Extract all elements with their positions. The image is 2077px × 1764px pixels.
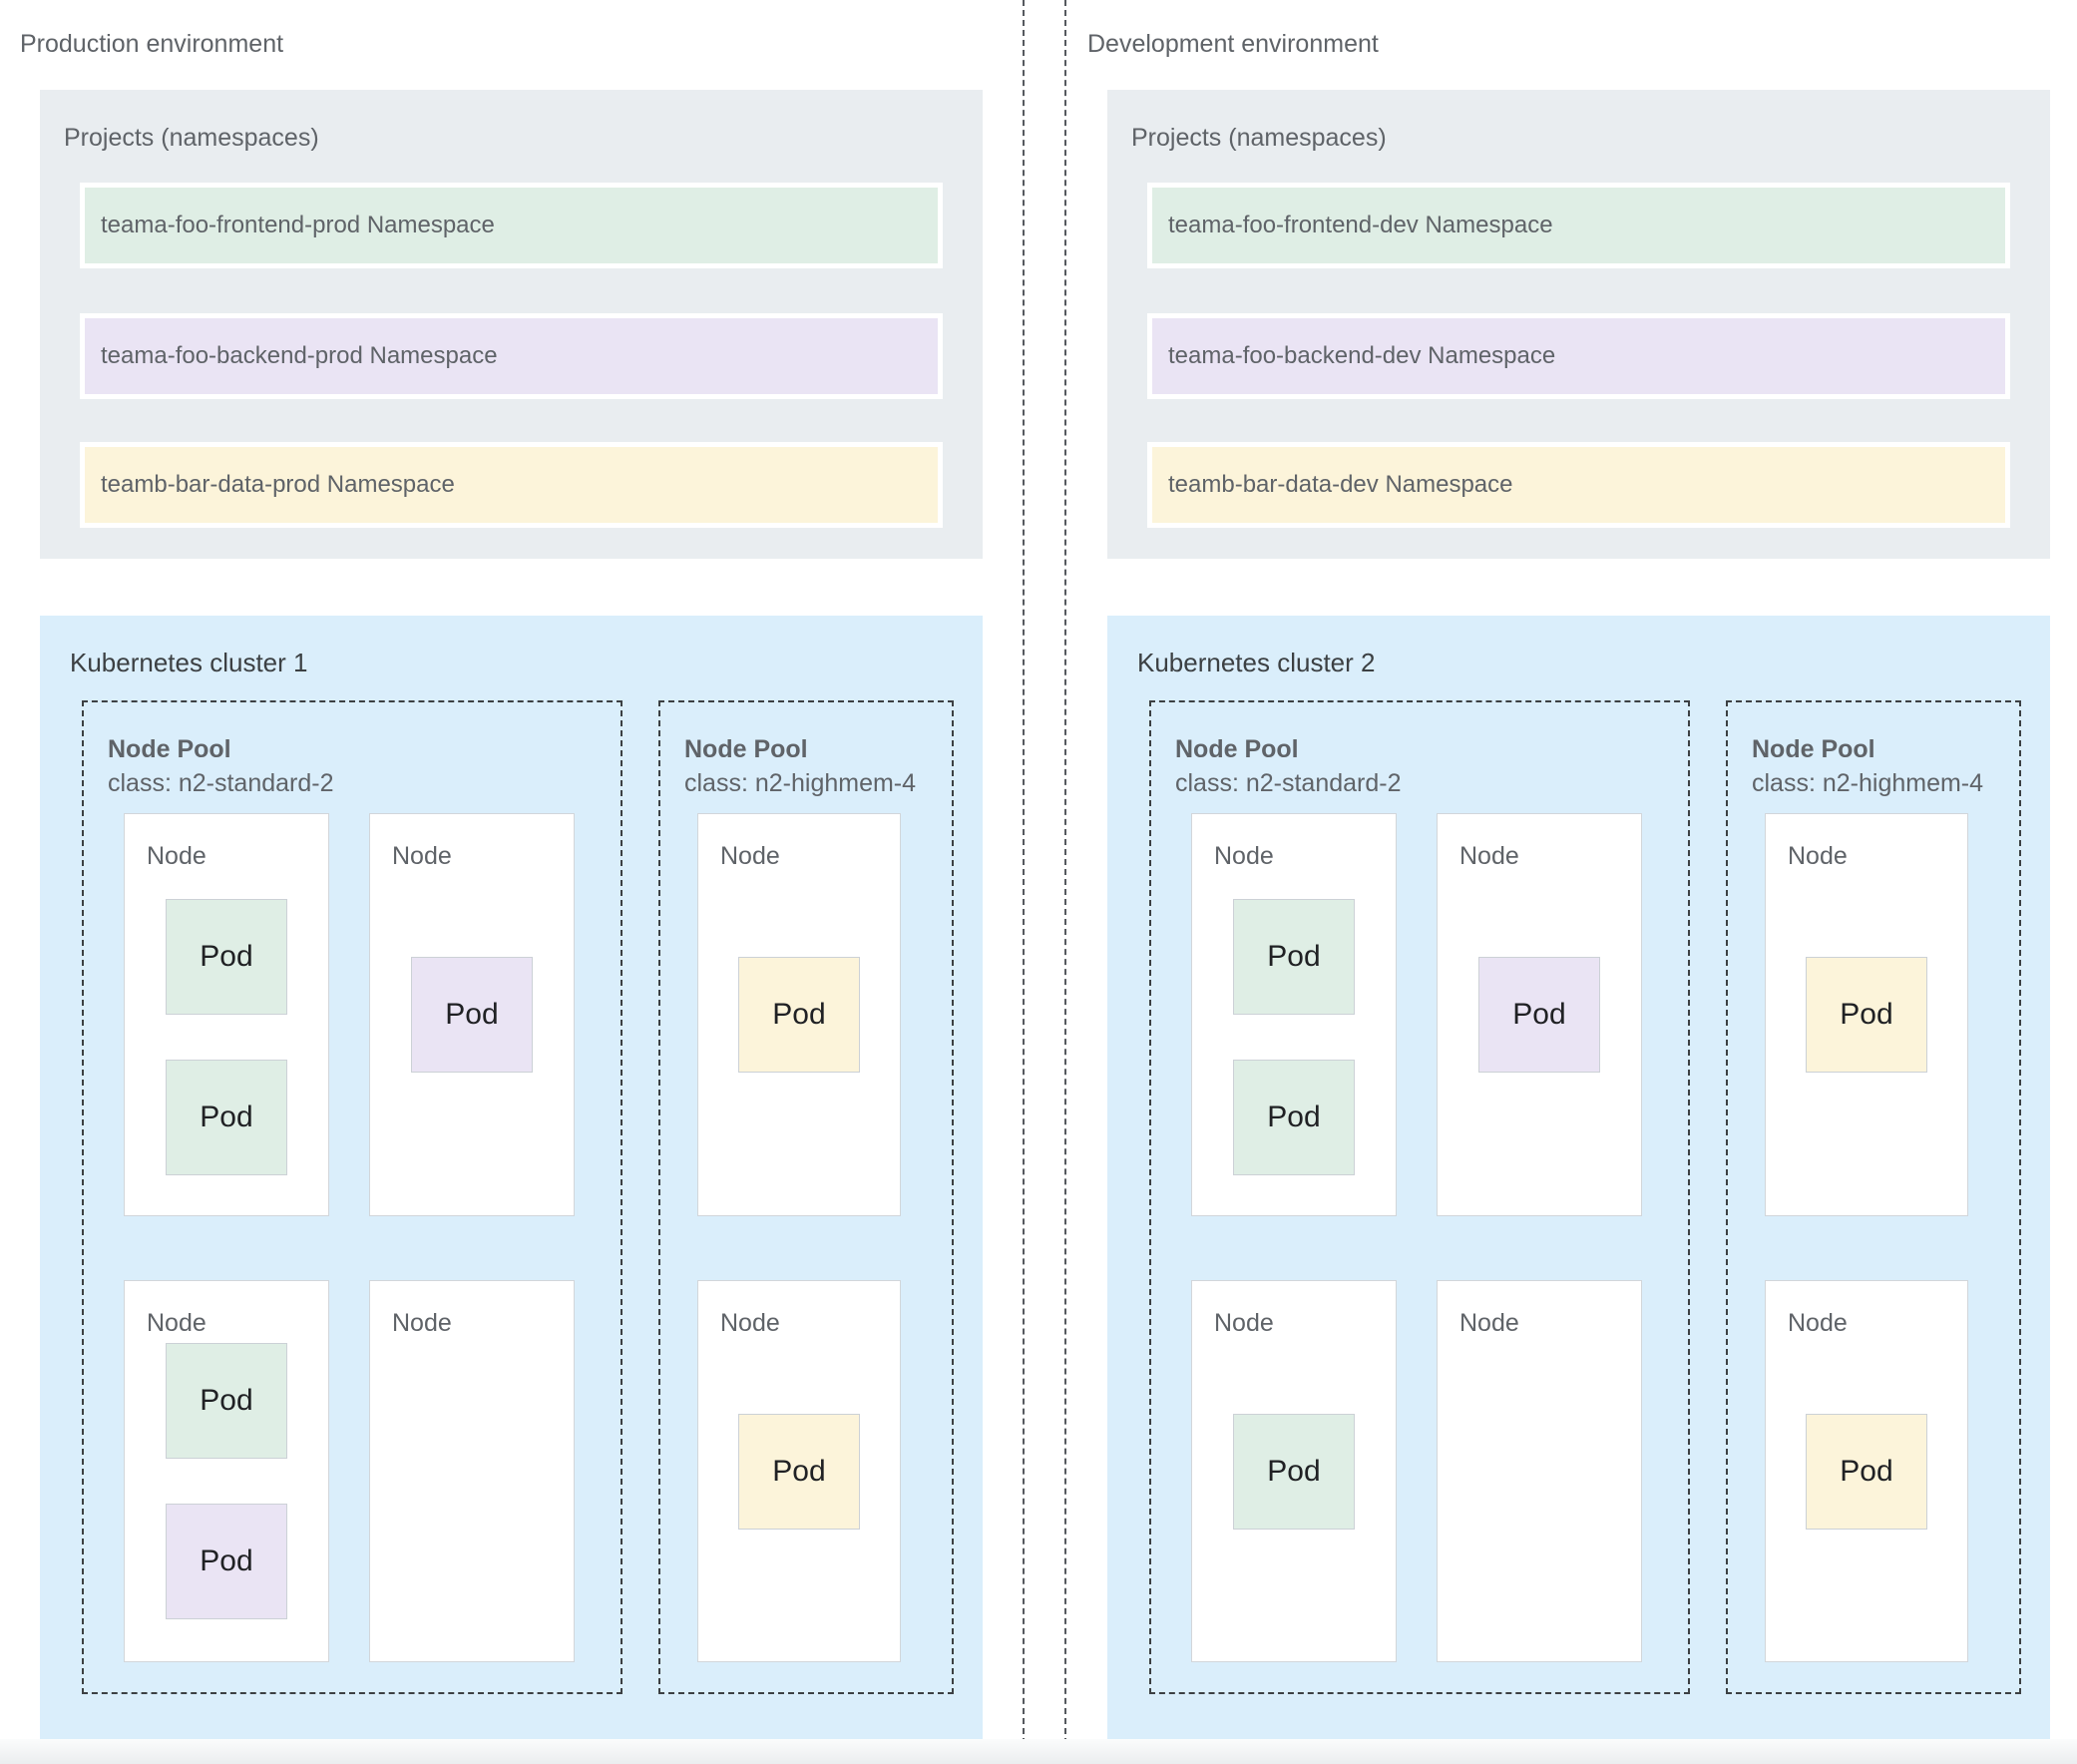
node-label: Node xyxy=(392,842,452,870)
node-label: Node xyxy=(1788,1309,1848,1337)
environment-title: Production environment xyxy=(20,30,284,58)
node-label: Node xyxy=(720,842,780,870)
environment-column-production: Production environment Projects (namespa… xyxy=(18,0,983,1764)
namespace-bar-data-prod: teamb-bar-data-prod Namespace xyxy=(80,442,943,528)
node-pool-title: Node Pool xyxy=(1175,735,1299,763)
projects-box: Projects (namespaces) teama-foo-frontend… xyxy=(1107,90,2050,559)
node-box: Node Pod xyxy=(1765,1280,1968,1662)
node-pool-header: Node Pool class: n2-standard-2 xyxy=(1175,732,1402,800)
pod: Pod xyxy=(411,957,533,1073)
node-label: Node xyxy=(1459,842,1519,870)
cluster-title: Kubernetes cluster 1 xyxy=(70,648,308,677)
node-pool-standard: Node Pool class: n2-standard-2 Node Pod … xyxy=(1149,700,1690,1694)
namespace-bar-data-dev: teamb-bar-data-dev Namespace xyxy=(1147,442,2010,528)
projects-box: Projects (namespaces) teama-foo-frontend… xyxy=(40,90,983,559)
pod: Pod xyxy=(1478,957,1600,1073)
pod: Pod xyxy=(1233,1413,1355,1530)
pod: Pod xyxy=(738,1413,860,1530)
node-box-empty: Node xyxy=(369,1280,575,1662)
environment-divider-line xyxy=(1023,0,1025,1764)
node-pool-highmem: Node Pool class: n2-highmem-4 Node Pod N… xyxy=(1726,700,2021,1694)
node-pool-title: Node Pool xyxy=(108,735,231,763)
pod-stack: Pod Pod xyxy=(125,814,328,1215)
pod-stack: Pod xyxy=(1766,1281,1967,1661)
node-box: Node Pod Pod xyxy=(124,1280,329,1662)
node-label: Node xyxy=(147,842,207,870)
page-bottom-fade xyxy=(0,1739,2077,1764)
node-label: Node xyxy=(1459,1309,1519,1337)
pod-stack: Pod xyxy=(1192,1281,1396,1661)
environment-divider-line xyxy=(1064,0,1066,1764)
node-label: Node xyxy=(1214,1309,1274,1337)
namespace-label: teama-foo-backend-prod Namespace xyxy=(101,342,498,369)
node-pool-header: Node Pool class: n2-highmem-4 xyxy=(684,732,916,800)
pod: Pod xyxy=(166,1504,287,1619)
namespace-label: teama-foo-frontend-prod Namespace xyxy=(101,212,495,238)
projects-title: Projects (namespaces) xyxy=(64,124,319,152)
pod-stack: Pod xyxy=(1438,814,1641,1215)
node-pool-title: Node Pool xyxy=(1752,735,1875,763)
environment-column-development: Development environment Projects (namesp… xyxy=(1085,0,2051,1764)
node-box: Node Pod Pod xyxy=(124,813,329,1216)
environment-title: Development environment xyxy=(1087,30,1379,58)
node-pool-class: class: n2-highmem-4 xyxy=(684,769,917,797)
node-box: Node Pod xyxy=(697,1280,901,1662)
pod-stack: Pod xyxy=(698,814,900,1215)
pod: Pod xyxy=(1233,1060,1355,1175)
pod: Pod xyxy=(166,1343,287,1459)
pod-stack: Pod xyxy=(1766,814,1967,1215)
pod: Pod xyxy=(738,957,860,1073)
node-label: Node xyxy=(1214,842,1274,870)
node-box: Node Pod xyxy=(369,813,575,1216)
node-pool-standard: Node Pool class: n2-standard-2 Node Pod … xyxy=(82,700,623,1694)
node-label: Node xyxy=(147,1309,207,1337)
node-pool-title: Node Pool xyxy=(684,735,808,763)
pod: Pod xyxy=(1233,899,1355,1015)
namespace-label: teamb-bar-data-prod Namespace xyxy=(101,471,455,498)
pod-stack: Pod xyxy=(698,1281,900,1661)
pod-stack: Pod Pod xyxy=(125,1281,328,1661)
node-box: Node Pod xyxy=(1437,813,1642,1216)
node-box: Node Pod xyxy=(1191,1280,1397,1662)
node-box-empty: Node xyxy=(1437,1280,1642,1662)
kubernetes-cluster-1-box: Kubernetes cluster 1 Node Pool class: n2… xyxy=(40,616,983,1739)
node-label: Node xyxy=(1788,842,1848,870)
namespace-label: teamb-bar-data-dev Namespace xyxy=(1168,471,1513,498)
pod: Pod xyxy=(166,1060,287,1175)
node-box: Node Pod Pod xyxy=(1191,813,1397,1216)
node-pool-highmem: Node Pool class: n2-highmem-4 Node Pod N… xyxy=(658,700,954,1694)
kubernetes-cluster-2-box: Kubernetes cluster 2 Node Pool class: n2… xyxy=(1107,616,2050,1739)
namespace-label: teama-foo-frontend-dev Namespace xyxy=(1168,212,1553,238)
node-pool-class: class: n2-standard-2 xyxy=(1175,769,1402,797)
namespace-label: teama-foo-backend-dev Namespace xyxy=(1168,342,1556,369)
projects-title: Projects (namespaces) xyxy=(1131,124,1387,152)
namespace-bar-backend-dev: teama-foo-backend-dev Namespace xyxy=(1147,313,2010,399)
node-pool-header: Node Pool class: n2-standard-2 xyxy=(108,732,334,800)
node-box: Node Pod xyxy=(1765,813,1968,1216)
node-label: Node xyxy=(720,1309,780,1337)
namespace-bar-frontend-dev: teama-foo-frontend-dev Namespace xyxy=(1147,183,2010,268)
pod-stack: Pod Pod xyxy=(1192,814,1396,1215)
node-pool-class: class: n2-highmem-4 xyxy=(1752,769,1984,797)
node-pool-header: Node Pool class: n2-highmem-4 xyxy=(1752,732,1983,800)
pod: Pod xyxy=(166,899,287,1015)
node-box: Node Pod xyxy=(697,813,901,1216)
pod: Pod xyxy=(1806,957,1927,1073)
namespace-bar-frontend-prod: teama-foo-frontend-prod Namespace xyxy=(80,183,943,268)
pod: Pod xyxy=(1806,1413,1927,1530)
namespace-bar-backend-prod: teama-foo-backend-prod Namespace xyxy=(80,313,943,399)
node-pool-class: class: n2-standard-2 xyxy=(108,769,334,797)
pod-stack: Pod xyxy=(370,814,574,1215)
node-label: Node xyxy=(392,1309,452,1337)
cluster-title: Kubernetes cluster 2 xyxy=(1137,648,1376,677)
